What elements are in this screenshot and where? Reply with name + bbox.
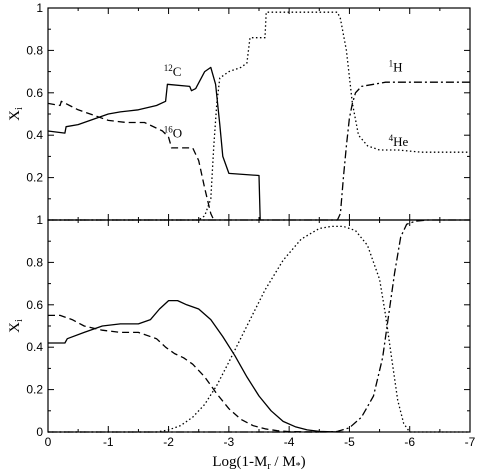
y-tick-label: 0.4: [26, 128, 43, 142]
y-tick-label: 0.8: [26, 43, 43, 57]
series-line-dashed: [47, 100, 215, 221]
species-label: 16O: [164, 124, 182, 140]
x-tick-label: -2: [163, 435, 174, 449]
series-line-dotted: [48, 225, 470, 433]
y-tick-label: 0.2: [26, 383, 43, 397]
y-tick-label: 0.8: [26, 255, 43, 269]
plot-frame: [47, 219, 471, 433]
series-line-solid: [48, 299, 344, 433]
x-tick-label: -3: [224, 435, 235, 449]
top-panel: 0.2 0.4 0.6 0.8 1 Xi 12C 16O 1H 4He: [7, 1, 471, 221]
series-line-dashdot: [48, 219, 470, 433]
y-tick-label: 0.2: [26, 171, 43, 185]
series-line-dotted: [48, 11, 470, 221]
y-axis-label: Xi: [7, 107, 25, 121]
x-tick-label: -7: [465, 435, 476, 449]
x-tick-label: -5: [344, 435, 355, 449]
x-axis-label: Log(1-Mr / M*): [212, 454, 305, 472]
y-tick-label: 0.4: [26, 340, 43, 354]
x-tick-label: -6: [404, 435, 415, 449]
y-tick-label: 1: [36, 1, 43, 15]
y-tick-label: 0: [36, 425, 43, 439]
series-line-dashed: [48, 314, 320, 433]
species-label: 4He: [389, 133, 409, 149]
bottom-panel: 0 -1 -2 -3 -4 -5 -6 -7 0 0.2 0.4 0.6 0.8 1 Xi Log(1-Mr …: [7, 213, 476, 472]
y-tick-label: 0.6: [26, 298, 43, 312]
species-label: 12C: [164, 63, 182, 79]
species-label: 1H: [389, 59, 403, 75]
x-tick-label: -4: [284, 435, 295, 449]
series-line-solid: [47, 66, 261, 221]
y-tick-label: 1: [36, 213, 43, 227]
x-tick-label: 0: [45, 435, 52, 449]
series-line-dashdot: [48, 81, 470, 221]
x-tick-label: -1: [103, 435, 114, 449]
y-tick-label: 0.6: [26, 86, 43, 100]
y-axis-label: Xi: [7, 319, 25, 333]
